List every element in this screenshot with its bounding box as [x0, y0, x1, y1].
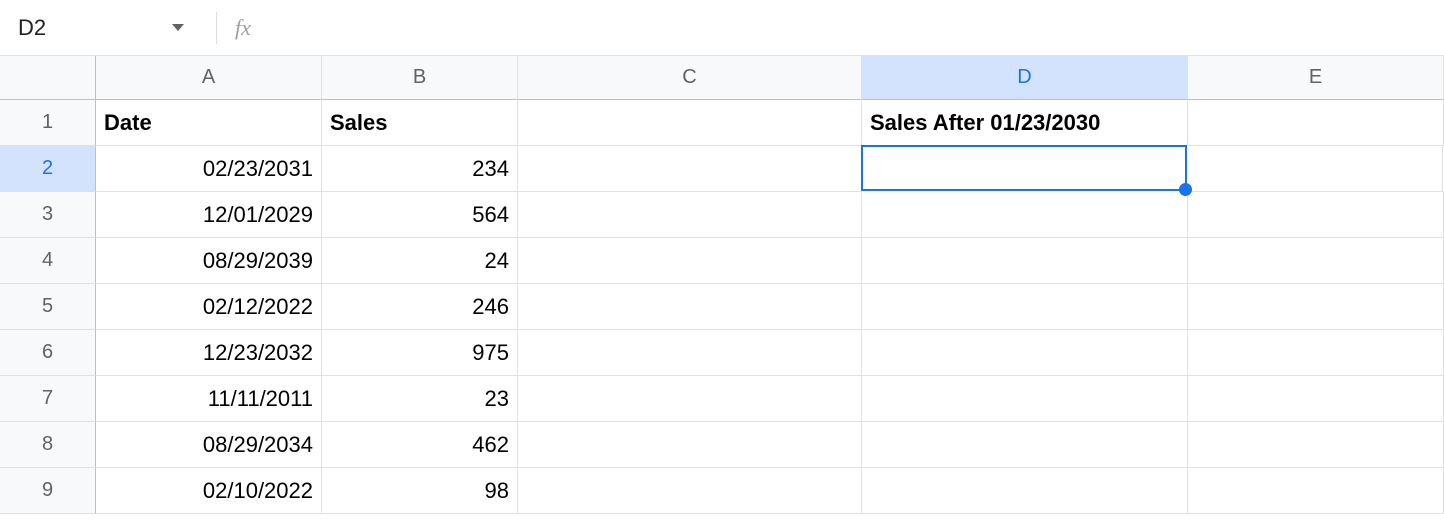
cell-a1[interactable]: Date	[96, 100, 322, 146]
cell-c2[interactable]	[518, 146, 862, 192]
cell-d8[interactable]	[862, 422, 1188, 468]
cell-d1[interactable]: Sales After 01/23/2030	[862, 100, 1188, 146]
row-header-9[interactable]: 9	[0, 468, 96, 514]
cell-a5[interactable]: 02/12/2022	[96, 284, 322, 330]
cell-c4[interactable]	[518, 238, 862, 284]
cell-e7[interactable]	[1188, 376, 1444, 422]
row-9: 9 02/10/2022 98	[0, 468, 1444, 514]
cell-d9[interactable]	[862, 468, 1188, 514]
cell-c3[interactable]	[518, 192, 862, 238]
cell-e3[interactable]	[1188, 192, 1444, 238]
formula-bar: D2 fx	[0, 0, 1444, 56]
row-header-4[interactable]: 4	[0, 238, 96, 284]
column-header-b[interactable]: B	[322, 56, 518, 100]
column-headers-row: A B C D E	[0, 56, 1444, 100]
cell-e4[interactable]	[1188, 238, 1444, 284]
dropdown-arrow-icon[interactable]	[172, 24, 184, 31]
cell-d7[interactable]	[862, 376, 1188, 422]
cell-a8[interactable]: 08/29/2034	[96, 422, 322, 468]
row-header-5[interactable]: 5	[0, 284, 96, 330]
cell-a7[interactable]: 11/11/2011	[96, 376, 322, 422]
cell-a3[interactable]: 12/01/2029	[96, 192, 322, 238]
cell-b7[interactable]: 23	[322, 376, 518, 422]
row-3: 3 12/01/2029 564	[0, 192, 1444, 238]
column-header-e[interactable]: E	[1188, 56, 1444, 100]
cell-c9[interactable]	[518, 468, 862, 514]
cell-c1[interactable]	[518, 100, 862, 146]
cell-d3[interactable]	[862, 192, 1188, 238]
cell-e2[interactable]	[1187, 146, 1443, 192]
select-all-corner[interactable]	[0, 56, 96, 100]
cell-b5[interactable]: 246	[322, 284, 518, 330]
fx-icon: fx	[235, 15, 251, 41]
cell-e8[interactable]	[1188, 422, 1444, 468]
row-header-8[interactable]: 8	[0, 422, 96, 468]
row-1: 1 Date Sales Sales After 01/23/2030	[0, 100, 1444, 146]
cell-b9[interactable]: 98	[322, 468, 518, 514]
cell-a4[interactable]: 08/29/2039	[96, 238, 322, 284]
row-header-6[interactable]: 6	[0, 330, 96, 376]
row-6: 6 12/23/2032 975	[0, 330, 1444, 376]
column-header-a[interactable]: A	[96, 56, 322, 100]
row-header-2[interactable]: 2	[0, 146, 96, 192]
cell-d5[interactable]	[862, 284, 1188, 330]
column-header-c[interactable]: C	[518, 56, 862, 100]
cell-b6[interactable]: 975	[322, 330, 518, 376]
cell-b8[interactable]: 462	[322, 422, 518, 468]
divider	[216, 12, 217, 44]
cell-e1[interactable]	[1188, 100, 1444, 146]
cell-b3[interactable]: 564	[322, 192, 518, 238]
cell-c8[interactable]	[518, 422, 862, 468]
row-header-1[interactable]: 1	[0, 100, 96, 146]
cell-d4[interactable]	[862, 238, 1188, 284]
cell-a2[interactable]: 02/23/2031	[96, 146, 322, 192]
row-7: 7 11/11/2011 23	[0, 376, 1444, 422]
row-header-3[interactable]: 3	[0, 192, 96, 238]
column-header-d[interactable]: D	[862, 56, 1188, 100]
cell-e6[interactable]	[1188, 330, 1444, 376]
spreadsheet-grid: A B C D E 1 Date Sales Sales After 01/23…	[0, 56, 1444, 514]
row-8: 8 08/29/2034 462	[0, 422, 1444, 468]
cell-c7[interactable]	[518, 376, 862, 422]
cell-e5[interactable]	[1188, 284, 1444, 330]
row-header-7[interactable]: 7	[0, 376, 96, 422]
cell-d6[interactable]	[862, 330, 1188, 376]
name-box-value: D2	[18, 15, 172, 41]
cell-b1[interactable]: Sales	[322, 100, 518, 146]
row-5: 5 02/12/2022 246	[0, 284, 1444, 330]
cell-a9[interactable]: 02/10/2022	[96, 468, 322, 514]
cell-c6[interactable]	[518, 330, 862, 376]
row-2: 2 02/23/2031 234	[0, 146, 1444, 192]
formula-input[interactable]	[263, 0, 1444, 55]
name-box[interactable]: D2	[18, 0, 198, 55]
cell-b2[interactable]: 234	[322, 146, 518, 192]
cell-d2-active[interactable]	[861, 145, 1187, 191]
cell-b4[interactable]: 24	[322, 238, 518, 284]
selection-handle[interactable]	[1179, 183, 1192, 196]
cell-e9[interactable]	[1188, 468, 1444, 514]
row-4: 4 08/29/2039 24	[0, 238, 1444, 284]
cell-c5[interactable]	[518, 284, 862, 330]
cell-a6[interactable]: 12/23/2032	[96, 330, 322, 376]
